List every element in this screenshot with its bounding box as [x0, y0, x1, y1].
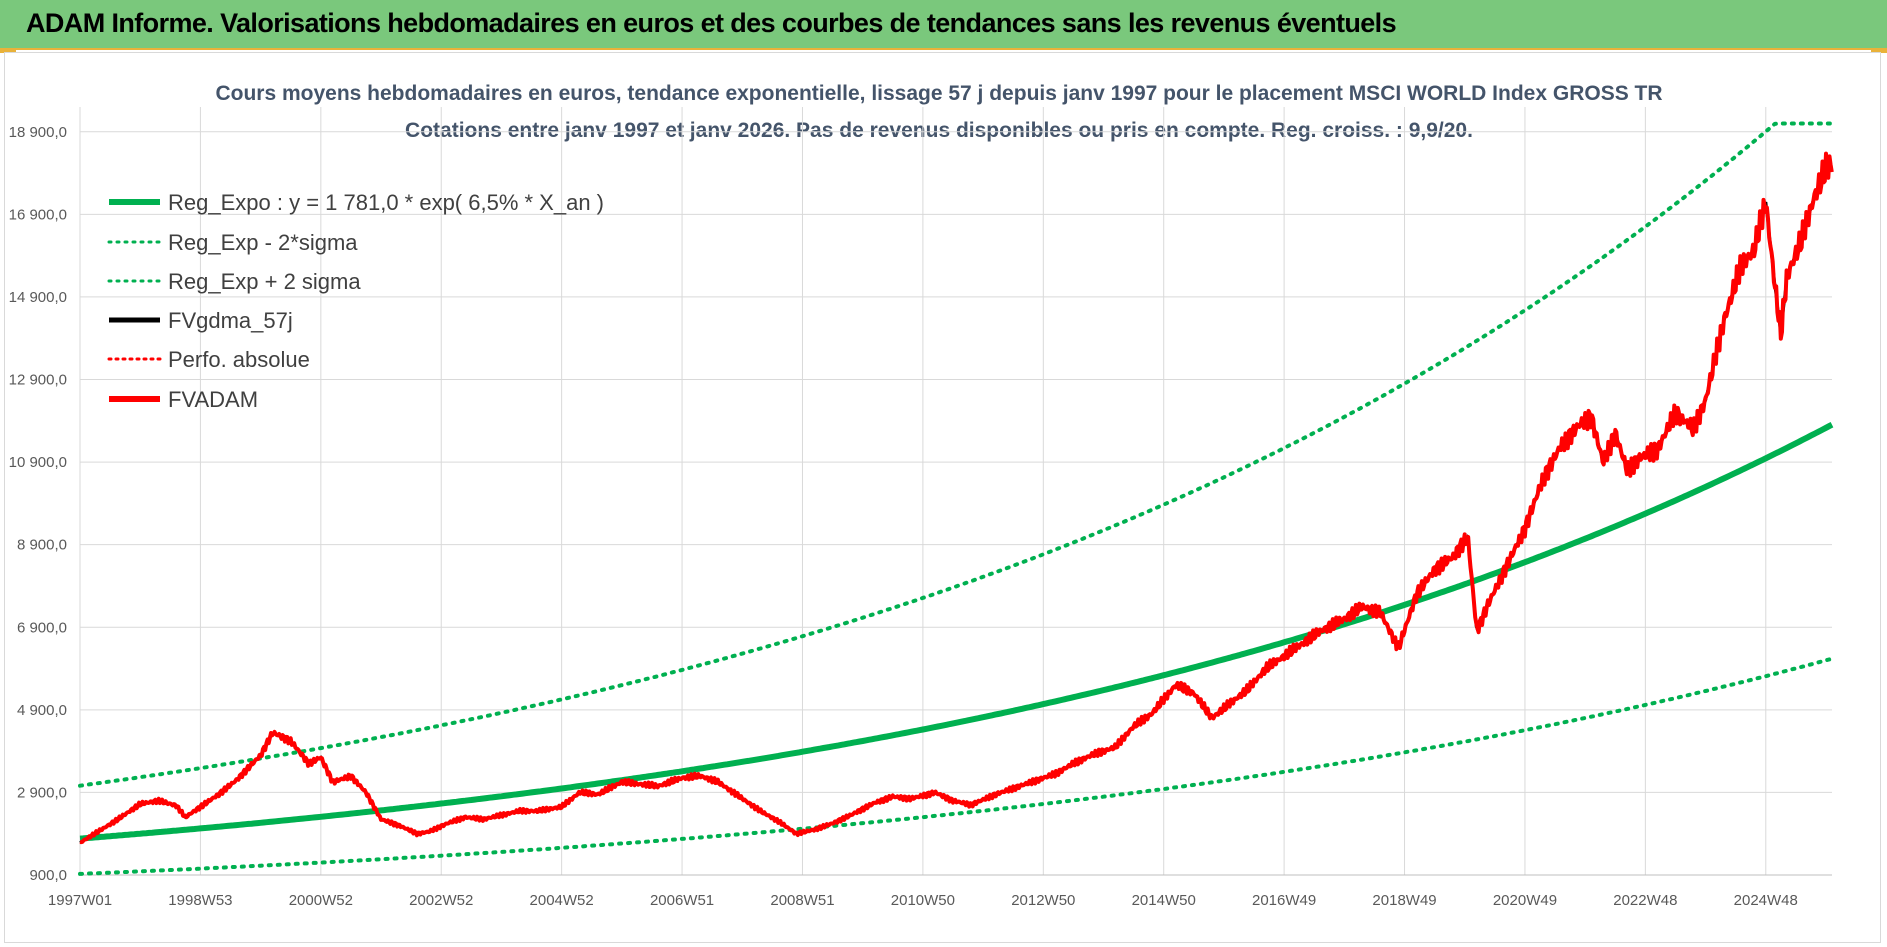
x-tick-label: 2016W49	[1252, 892, 1316, 909]
series-line-fvgdma	[79, 163, 1833, 845]
legend-label: Reg_Expo : y = 1 781,0 * exp( 6,5% * X_a…	[168, 190, 604, 215]
x-tick-label: 2018W49	[1372, 892, 1436, 909]
series-line-reg-lower	[78, 656, 1834, 876]
corner-accent-right	[1871, 48, 1887, 53]
x-tick-label: 2010W50	[891, 892, 955, 909]
y-tick-label: 2 900,0	[17, 784, 67, 801]
corner-accent-left	[0, 48, 16, 53]
y-tick-label: 16 900,0	[9, 206, 67, 223]
x-tick-label: 2006W51	[650, 892, 714, 909]
x-tick-label: 2004W52	[530, 892, 594, 909]
chart-frame	[4, 52, 1881, 943]
banner: ADAM Informe. Valorisations hebdomadaire…	[0, 0, 1887, 50]
x-tick-label: 2022W48	[1613, 892, 1677, 909]
series-layer	[78, 121, 1834, 876]
y-tick-label: 12 900,0	[9, 372, 67, 389]
legend-label: FVADAM	[168, 387, 258, 412]
x-tick-label: 2020W49	[1493, 892, 1557, 909]
x-tick-label: 1998W53	[168, 892, 232, 909]
y-tick-label: 10 900,0	[9, 454, 67, 471]
legend-label: FVgdma_57j	[168, 308, 293, 333]
x-tick-label: 2008W51	[770, 892, 834, 909]
x-tick-label: 2024W48	[1734, 892, 1798, 909]
y-tick-label: 900,0	[29, 867, 67, 884]
y-tick-label: 14 900,0	[9, 289, 67, 306]
y-tick-label: 8 900,0	[17, 537, 67, 554]
x-tick-label: 2014W50	[1132, 892, 1196, 909]
y-axis-ticks: 900,0 2 900,0 4 900,0 6 900,0 8 900,0 10 900,…	[9, 124, 67, 884]
gridlines	[79, 107, 1832, 876]
y-tick-label: 18 900,0	[9, 124, 67, 141]
x-axis-ticks: 1997W01 1998W53 2000W52 2002W52 2004W52 2006W…	[48, 892, 1798, 909]
series-line-fvadam	[79, 151, 1834, 845]
legend-label: Perfo. absolue	[168, 347, 310, 372]
page-title: ADAM Informe. Valorisations hebdomadaire…	[26, 8, 1397, 38]
legend-label: Reg_Exp + 2 sigma	[168, 269, 361, 294]
legend: Reg_Expo : y = 1 781,0 * exp( 6,5% * X_a…	[107, 190, 604, 412]
chart-title-line2: Cotations entre janv 1997 et janv 2026. …	[405, 119, 1473, 142]
y-tick-label: 6 900,0	[17, 619, 67, 636]
series-line-reg-expo	[79, 422, 1834, 842]
y-tick-label: 4 900,0	[17, 702, 67, 719]
x-tick-label: 2000W52	[289, 892, 353, 909]
x-tick-label: 2012W50	[1011, 892, 1075, 909]
chart-title-line1: Cours moyens hebdomadaires en euros, ten…	[215, 82, 1662, 105]
legend-label: Reg_Exp - 2*sigma	[168, 230, 358, 255]
series-line-reg-upper	[78, 121, 1834, 788]
x-tick-label: 1997W01	[48, 892, 112, 909]
x-tick-label: 2002W52	[409, 892, 473, 909]
